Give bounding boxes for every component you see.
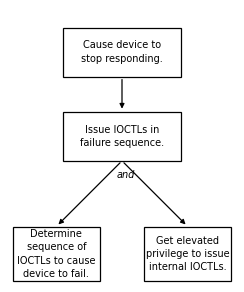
Text: Cause device to
stop responding.: Cause device to stop responding. [81, 41, 163, 64]
Bar [63, 27, 181, 77]
Text: Issue IOCTLs in
failure sequence.: Issue IOCTLs in failure sequence. [80, 125, 164, 148]
Text: and: and [116, 171, 135, 180]
Text: Determine
sequence of
IOCTLs to cause
device to fail.: Determine sequence of IOCTLs to cause de… [17, 229, 96, 279]
Bar [144, 227, 231, 281]
Bar [63, 112, 181, 161]
Bar [13, 227, 100, 281]
Text: Get elevated
privilege to issue
internal IOCTLs.: Get elevated privilege to issue internal… [146, 236, 229, 272]
